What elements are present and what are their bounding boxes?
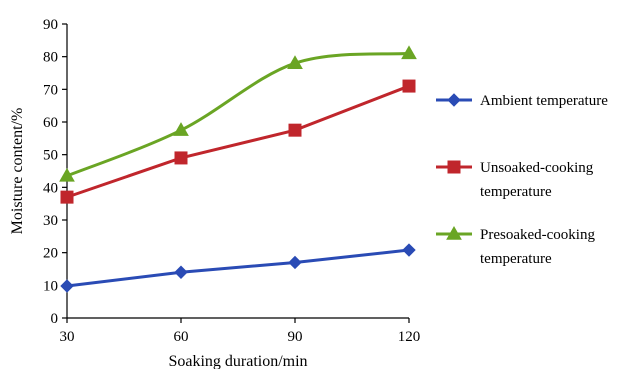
y-tick-label: 90 — [43, 17, 58, 33]
y-axis-title: Moisture content/% — [9, 108, 26, 235]
legend-label: Ambient temperature — [480, 93, 608, 109]
x-tick-label: 90 — [288, 329, 303, 345]
legend-marker — [446, 225, 462, 240]
legend-label: temperature — [480, 184, 552, 200]
series-line-ambient-temperature — [66, 248, 410, 288]
y-tick-label: 30 — [43, 213, 58, 229]
y-tick-label: 60 — [43, 115, 58, 131]
y-tick-label: 50 — [43, 148, 58, 164]
y-tick-label: 0 — [51, 311, 59, 327]
series-line-presoaked-cooking-temperature — [66, 51, 410, 178]
legend-marker — [447, 93, 461, 107]
series-line-unsoaked-cooking-temperature — [66, 84, 410, 199]
data-point-ambient-temperature — [60, 279, 74, 293]
data-point-ambient-temperature — [174, 265, 188, 279]
legend-marker — [447, 160, 461, 174]
legend-item-presoaked-cooking-temperature: Presoaked-cooking temperature — [436, 225, 595, 267]
x-tick-label: 60 — [174, 329, 189, 345]
x-tick-label: 30 — [60, 329, 75, 345]
series-unsoaked-cooking-temperature — [60, 79, 416, 204]
legend-label: Unsoaked-cooking — [480, 160, 594, 176]
y-tick-label: 80 — [43, 50, 58, 66]
data-point-presoaked-cooking-temperature — [59, 167, 75, 182]
y-tick-label: 20 — [43, 246, 58, 262]
y-tick-label: 10 — [43, 278, 58, 294]
y-tick-label: 40 — [43, 180, 58, 196]
x-tick-label: 120 — [398, 329, 421, 345]
legend-item-unsoaked-cooking-temperature: Unsoaked-cooking temperature — [436, 160, 594, 200]
y-tick-label: 70 — [43, 82, 58, 98]
data-point-unsoaked-cooking-temperature — [288, 123, 302, 137]
axes: 0 10 20 30 40 50 60 70 80 90 30 60 90 120 — [43, 17, 420, 345]
series-layer — [59, 45, 417, 293]
data-point-ambient-temperature — [402, 243, 416, 257]
data-point-ambient-temperature — [288, 255, 302, 270]
data-point-presoaked-cooking-temperature — [401, 45, 417, 60]
series-presoaked-cooking-temperature — [59, 45, 417, 182]
x-axis-title: Soaking duration/min — [168, 353, 307, 369]
data-point-unsoaked-cooking-temperature — [402, 79, 416, 93]
legend-item-ambient-temperature: Ambient temperature — [436, 93, 608, 109]
legend-label: Presoaked-cooking — [480, 227, 595, 243]
data-point-unsoaked-cooking-temperature — [60, 190, 74, 204]
data-point-presoaked-cooking-temperature — [287, 55, 303, 69]
series-ambient-temperature — [60, 243, 416, 293]
legend: Ambient temperature Unsoaked-cooking tempe… — [436, 93, 608, 267]
data-point-unsoaked-cooking-temperature — [174, 151, 188, 165]
legend-label: temperature — [480, 251, 552, 267]
data-point-presoaked-cooking-temperature — [173, 122, 189, 136]
